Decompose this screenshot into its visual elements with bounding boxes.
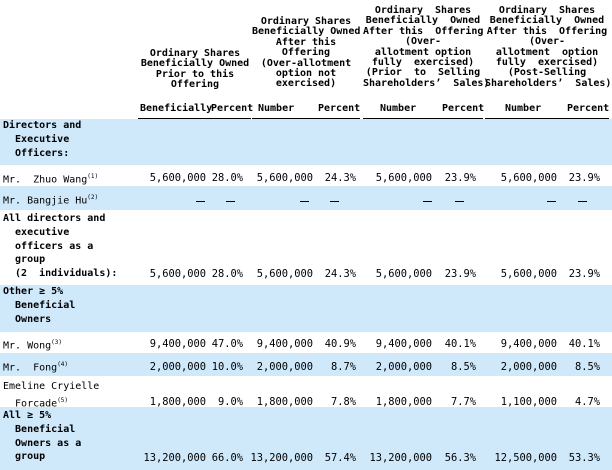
dash-cell bbox=[330, 201, 339, 202]
subheader-number-2: Number bbox=[258, 103, 295, 114]
subheader-number-4: Number bbox=[505, 103, 542, 114]
cell-zhuo-4: 24.3% bbox=[324, 172, 356, 184]
subheader-percent-3: Percent bbox=[442, 103, 485, 114]
cell-fong-5: 2,000,000 bbox=[375, 361, 432, 373]
cell-all_dir-3: 5,600,000 bbox=[256, 268, 313, 280]
cell-all_dir-5: 5,600,000 bbox=[375, 268, 432, 280]
cell-all_dir-8: 23.9% bbox=[568, 268, 600, 280]
header-underline-2 bbox=[252, 118, 360, 119]
subheader-percent-1: Percent bbox=[211, 103, 254, 114]
cell-forcade-3: 1,800,000 bbox=[256, 396, 313, 408]
subheader-percent-2: Percent bbox=[318, 103, 361, 114]
section-other-5pct: Other ≥ 5% Beneficial Owners bbox=[3, 286, 76, 325]
section-all-5pct: All ≥ 5% Beneficial Owners as a group bbox=[3, 410, 82, 463]
subheader-number-3: Number bbox=[380, 103, 417, 114]
cell-forcade-4: 7.8% bbox=[330, 396, 356, 408]
dash-cell bbox=[196, 201, 205, 202]
cell-wong-5: 9,400,000 bbox=[375, 338, 432, 350]
header-underline-4 bbox=[485, 118, 609, 119]
cell-wong-1: 9,400,000 bbox=[149, 338, 206, 350]
dash-cell bbox=[578, 201, 587, 202]
band-other5 bbox=[0, 285, 612, 332]
cell-all_dir-7: 5,600,000 bbox=[500, 268, 557, 280]
dash-cell bbox=[547, 201, 556, 202]
cell-fong-2: 10.0% bbox=[211, 361, 243, 373]
row-name-zhuo-wang: Mr. Zhuo Wang(1) bbox=[3, 173, 99, 186]
cell-all5-3: 13,200,000 bbox=[250, 452, 313, 464]
dash-cell bbox=[226, 201, 235, 202]
dash-cell bbox=[423, 201, 432, 202]
section-all-directors: All directors and executive officers as … bbox=[3, 213, 118, 280]
header-underline-1 bbox=[138, 118, 251, 119]
cell-zhuo-1: 5,600,000 bbox=[149, 172, 206, 184]
cell-zhuo-6: 23.9% bbox=[444, 172, 476, 184]
cell-forcade-6: 7.7% bbox=[450, 396, 476, 408]
cell-forcade-8: 4.7% bbox=[574, 396, 600, 408]
dash-cell bbox=[455, 201, 464, 202]
row-name-fong: Mr. Fong(4) bbox=[3, 361, 69, 374]
cell-wong-7: 9,400,000 bbox=[500, 338, 557, 350]
cell-all5-7: 12,500,000 bbox=[494, 452, 557, 464]
cell-all_dir-2: 28.0% bbox=[211, 268, 243, 280]
cell-zhuo-5: 5,600,000 bbox=[375, 172, 432, 184]
cell-all5-6: 56.3% bbox=[444, 452, 476, 464]
section-directors: Directors and Executive Officers: bbox=[3, 120, 82, 159]
cell-wong-3: 9,400,000 bbox=[256, 338, 313, 350]
cell-all5-2: 66.0% bbox=[211, 452, 243, 464]
cell-fong-1: 2,000,000 bbox=[149, 361, 206, 373]
cell-wong-4: 40.9% bbox=[324, 338, 356, 350]
cell-wong-6: 40.1% bbox=[444, 338, 476, 350]
header-after-offering: Ordinary Shares Beneficially Owned After… bbox=[252, 16, 361, 90]
header-prior-offering: Ordinary Shares Beneficially Owned Prior… bbox=[140, 48, 250, 91]
cell-fong-8: 8.5% bbox=[574, 361, 600, 373]
dash-cell bbox=[300, 201, 309, 202]
cell-zhuo-7: 5,600,000 bbox=[500, 172, 557, 184]
row-name-wong: Mr. Wong(3) bbox=[3, 339, 63, 352]
band-all5 bbox=[0, 407, 612, 470]
cell-all_dir-4: 24.3% bbox=[324, 268, 356, 280]
cell-fong-4: 8.7% bbox=[330, 361, 356, 373]
band-directors bbox=[0, 119, 612, 165]
cell-wong-2: 47.0% bbox=[211, 338, 243, 350]
cell-all5-4: 57.4% bbox=[324, 452, 356, 464]
subheader-percent-4: Percent bbox=[567, 103, 610, 114]
cell-zhuo-2: 28.0% bbox=[211, 172, 243, 184]
row-name-forcade: Emeline Cryielle Forcade(5) bbox=[3, 381, 100, 410]
cell-fong-3: 2,000,000 bbox=[256, 361, 313, 373]
cell-fong-7: 2,000,000 bbox=[500, 361, 557, 373]
cell-all5-1: 13,200,000 bbox=[143, 452, 206, 464]
header-after-offering-prior-selling: Ordinary Shares Beneficially Owned After… bbox=[363, 5, 490, 89]
row-name-bangjie-hu: Mr. Bangjie Hu(2) bbox=[3, 194, 99, 207]
band-hu bbox=[0, 186, 612, 210]
header-after-offering-post-selling: Ordinary Shares Beneficially Owned After… bbox=[485, 5, 612, 89]
cell-all5-5: 13,200,000 bbox=[369, 452, 432, 464]
cell-all_dir-6: 23.9% bbox=[444, 268, 476, 280]
cell-forcade-5: 1,800,000 bbox=[375, 396, 432, 408]
band-fong bbox=[0, 353, 612, 376]
cell-all_dir-1: 5,600,000 bbox=[149, 268, 206, 280]
cell-forcade-1: 1,800,000 bbox=[149, 396, 206, 408]
cell-wong-8: 40.1% bbox=[568, 338, 600, 350]
header-underline-3 bbox=[363, 118, 483, 119]
cell-forcade-2: 9.0% bbox=[217, 396, 243, 408]
subheader-beneficially: Beneficially bbox=[140, 103, 213, 114]
cell-all5-8: 53.3% bbox=[568, 452, 600, 464]
cell-fong-6: 8.5% bbox=[450, 361, 476, 373]
cell-zhuo-8: 23.9% bbox=[568, 172, 600, 184]
cell-zhuo-3: 5,600,000 bbox=[256, 172, 313, 184]
cell-forcade-7: 1,100,000 bbox=[500, 396, 557, 408]
